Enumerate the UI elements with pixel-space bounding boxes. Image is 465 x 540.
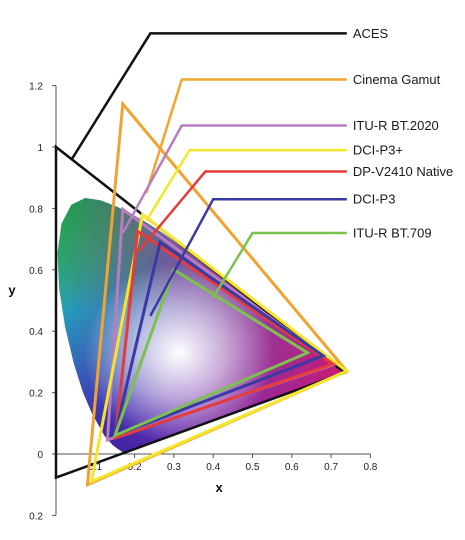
callout-leader <box>121 124 347 234</box>
gamut-triangles <box>54 100 350 488</box>
x-tick-label: 0.5 <box>246 462 260 473</box>
x-tick-label: 0.2 <box>128 462 142 473</box>
callout-leader <box>212 231 347 299</box>
y-tick-label: 0.2 <box>29 511 43 522</box>
y-axis-ticks: 0.2 0 0.2 0.4 0.6 0.8 1 1.2 <box>29 82 56 522</box>
y-tick-label: 0 <box>37 450 43 461</box>
y-tick-label: 1 <box>37 143 43 154</box>
legend-label: DCI-P3+ <box>353 143 403 158</box>
legend-label: Cinema Gamut <box>353 72 441 87</box>
gamut-triangle-dp-v2410-native <box>113 228 337 441</box>
y-tick-label: 0.8 <box>29 204 43 215</box>
x-tick-label: 0.7 <box>324 462 338 473</box>
y-tick-label: 0.4 <box>29 327 43 338</box>
callout-leader <box>145 148 347 222</box>
callout-leader <box>145 78 347 194</box>
legend-label: ACES <box>353 26 389 41</box>
gamut-triangle-dci-p3 <box>112 239 327 439</box>
gamut-callouts: ACES Cinema Gamut ITU-R BT.2020 DCI-P3+ DP-V… <box>70 26 453 317</box>
white-point-glow <box>83 262 274 443</box>
callout-leader <box>137 170 347 253</box>
legend-label: ITU-R BT.2020 <box>353 118 439 133</box>
callout-leader <box>70 32 347 160</box>
legend-label: ITU-R BT.709 <box>353 225 432 240</box>
x-axis-title: x <box>215 480 223 495</box>
y-tick-label: 0.6 <box>29 266 43 277</box>
x-tick-label: 0.8 <box>363 462 377 473</box>
legend-label: DP-V2410 Native <box>353 164 453 179</box>
x-tick-label: 0.4 <box>206 462 220 473</box>
y-tick-label: 0.2 <box>29 389 43 400</box>
y-axis-title: y <box>8 282 16 297</box>
gamut-triangle-itu-r-bt-709 <box>112 267 311 439</box>
gamut-triangle-dci-p3- <box>89 211 350 485</box>
x-tick-label: 0.3 <box>167 462 181 473</box>
x-tick-label: 0.6 <box>285 462 299 473</box>
y-tick-label: 1.2 <box>29 82 43 93</box>
legend-label: DCI-P3 <box>353 192 396 207</box>
callout-leader <box>149 197 347 317</box>
